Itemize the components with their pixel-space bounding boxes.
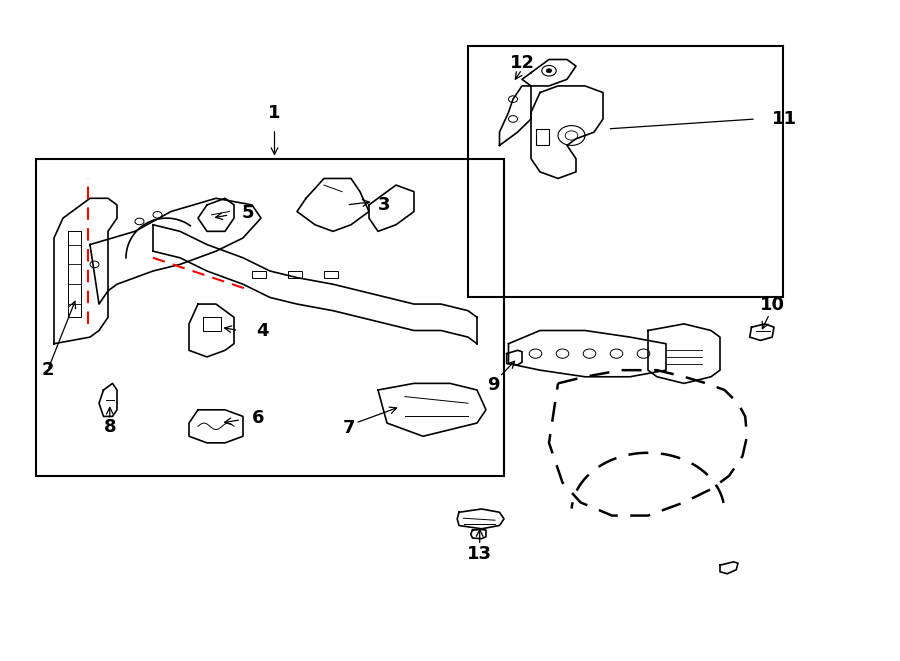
Text: 3: 3 — [378, 196, 391, 214]
Bar — [288, 271, 302, 278]
Text: 4: 4 — [256, 321, 269, 340]
Bar — [536, 129, 549, 145]
Bar — [468, 46, 783, 297]
Bar — [252, 271, 266, 278]
Bar — [36, 159, 504, 476]
Bar — [324, 271, 338, 278]
Text: 8: 8 — [104, 418, 116, 436]
Text: 5: 5 — [241, 204, 254, 222]
Text: 12: 12 — [509, 54, 535, 72]
Text: 13: 13 — [467, 545, 492, 563]
Text: 7: 7 — [343, 419, 356, 438]
Text: 9: 9 — [487, 375, 500, 394]
Text: 11: 11 — [772, 110, 797, 128]
Text: 6: 6 — [252, 408, 265, 427]
Text: 10: 10 — [760, 296, 785, 315]
Text: 2: 2 — [41, 361, 54, 379]
Text: 1: 1 — [268, 104, 281, 122]
Circle shape — [546, 69, 552, 73]
